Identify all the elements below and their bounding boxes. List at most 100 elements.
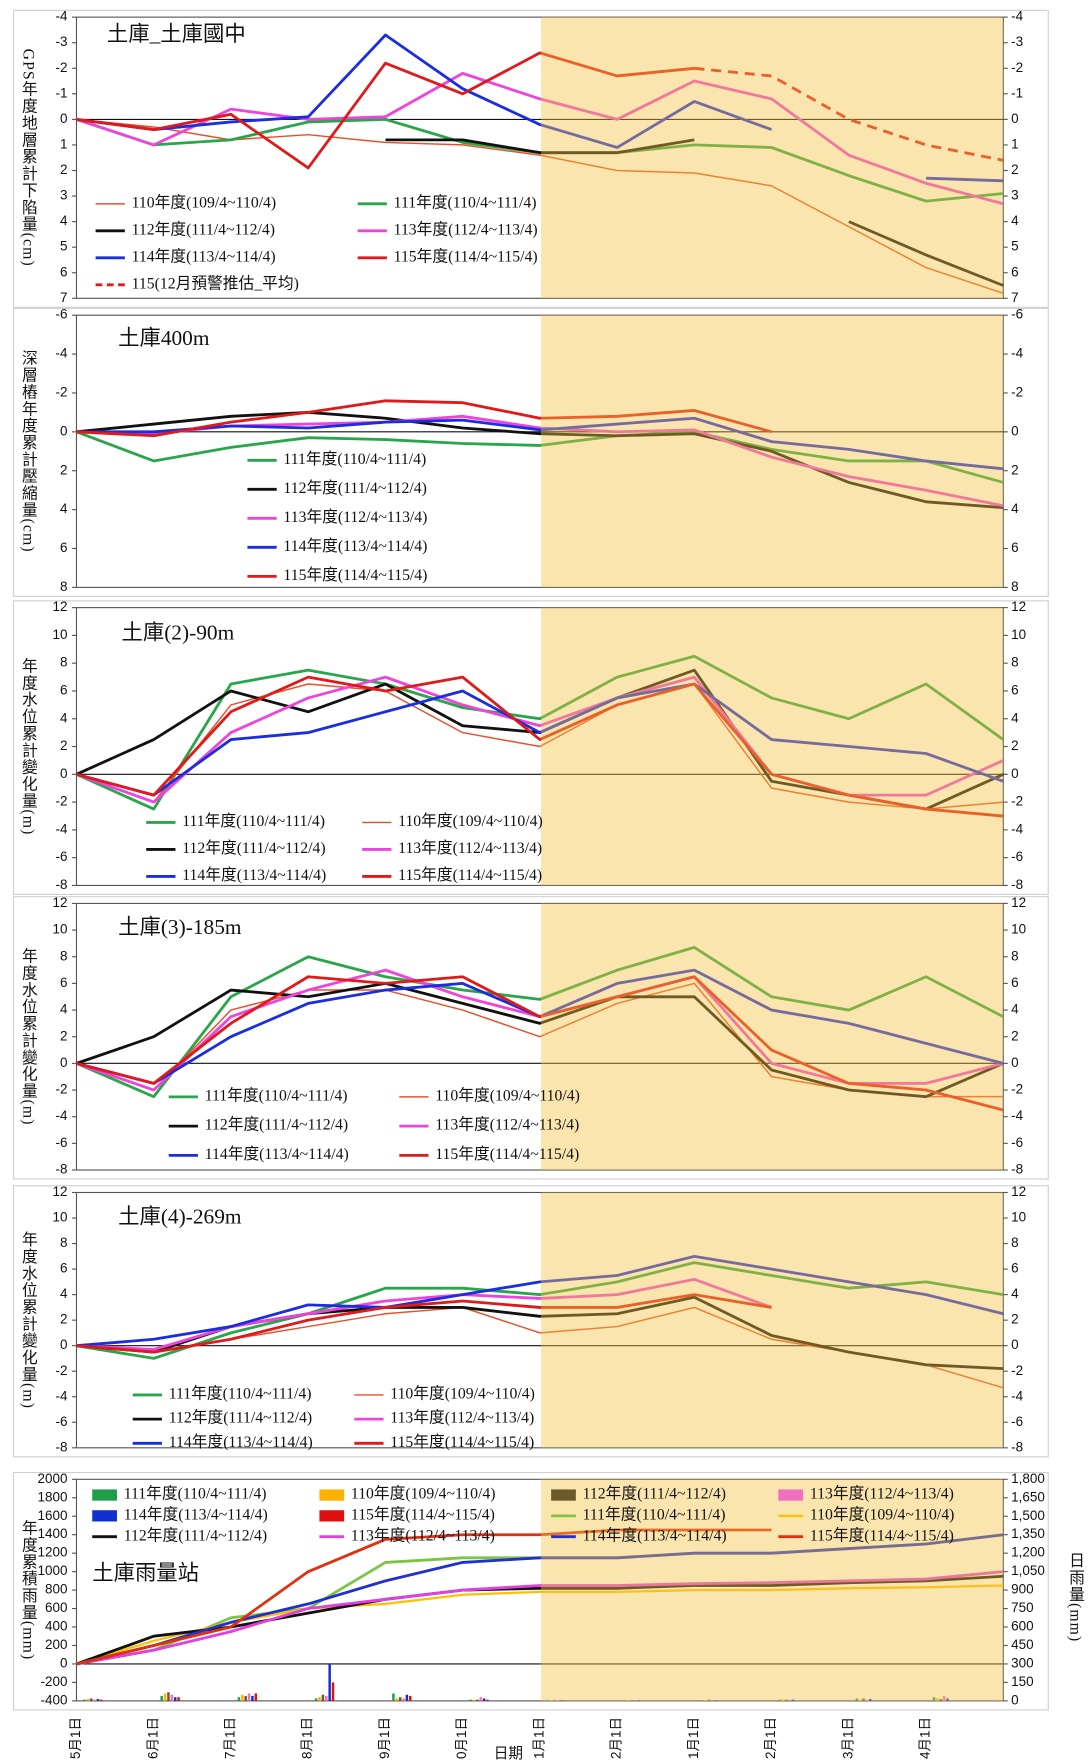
legend-label: 112年度(111/4~112/4) (169, 1409, 312, 1427)
y-tick-label: -4 (55, 9, 67, 24)
legend-label: 114年度(113/4~114/4) (169, 1433, 313, 1451)
data-line (76, 71, 1004, 206)
legend-label: 113年度(112/4~113/4) (283, 508, 427, 526)
y2-tick-label: 150 (1011, 1674, 1034, 1689)
legend-label: 111年度(110/4~111/4) (394, 193, 537, 211)
rain-bar (251, 1695, 254, 1701)
rain-bar (862, 1698, 865, 1701)
data-line (694, 66, 1004, 162)
y-tick-label-right: 5 (1011, 239, 1019, 254)
y-tick-label: 0 (60, 1337, 68, 1352)
y-tick-label-right: -1 (1011, 85, 1023, 100)
rain-bar (254, 1693, 258, 1701)
y-tick-label: 3 (60, 188, 68, 203)
y-tick-label: 6 (60, 683, 68, 698)
y-tick-label-right: 0 (1011, 111, 1019, 126)
y-tick-label: 1 (60, 137, 68, 152)
legend-label: 113年度(112/4~113/4) (351, 1526, 495, 1544)
legend-label: 111年度(110/4~111/4) (205, 1086, 348, 1104)
y-tick-label: 6 (60, 540, 68, 555)
y-tick-label-right: 0 (1011, 1337, 1019, 1352)
y-tick-label-right: 3 (1011, 188, 1019, 203)
rain-bar (932, 1697, 936, 1701)
y-tick-label: 4 (60, 501, 68, 516)
y-tick-label: -2 (55, 1082, 67, 1097)
y2-tick-label: 300 (1011, 1656, 1034, 1671)
y-tick-label: 1200 (37, 1545, 67, 1560)
rain-bar (247, 1693, 251, 1701)
rain-bar (623, 1700, 627, 1701)
rain-bar (858, 1699, 862, 1701)
y-tick-label-right: -4 (1011, 1108, 1023, 1123)
forecast-shade (541, 17, 1004, 299)
legend-label: 112年度(111/4~112/4) (182, 839, 325, 857)
rain-bar (630, 1700, 634, 1701)
rain-bar (398, 1697, 402, 1701)
rain-bar (405, 1694, 409, 1701)
legend-label: 114年度(113/4~114/4) (132, 247, 276, 265)
panel-frame (12, 896, 1049, 1180)
data-line (76, 1533, 1004, 1666)
rain-bar (160, 1695, 163, 1701)
forecast-shade (541, 1479, 1004, 1701)
legend-swatch (778, 1489, 804, 1501)
y-tick-label-right: 12 (1011, 1184, 1026, 1199)
y-tick-label-right: -2 (1011, 385, 1023, 400)
x-tick-label: 1月1日 (531, 1717, 546, 1759)
chart-title: 土庫(3)-185m (118, 915, 242, 939)
y-tick-label: 8 (60, 948, 68, 963)
y2-tick-label: 0 (1011, 1692, 1019, 1707)
legend-label: 114年度(113/4~114/4) (182, 866, 326, 884)
y-tick-label: 1800 (37, 1489, 67, 1504)
x-tick-label: 1月1日 (686, 1717, 701, 1759)
rain-bar (83, 1699, 86, 1701)
x-axis-label: 日期 (494, 1745, 523, 1762)
legend-label: 110年度(109/4~110/4) (810, 1505, 955, 1523)
y-tick-label-right: 0 (1011, 423, 1019, 438)
y-tick-label-right: -6 (1011, 849, 1023, 864)
legend-label: 111年度(110/4~111/4) (583, 1505, 726, 1523)
rain-bar (163, 1693, 167, 1701)
rain-bar (791, 1699, 795, 1701)
rain-bar (714, 1700, 718, 1701)
y-tick-label: 0 (60, 766, 68, 781)
rain-bar (701, 1700, 704, 1701)
y-axis-label: 年度水位累計變化量(m) (19, 1231, 37, 1409)
rain-bar (472, 1699, 476, 1701)
y-tick-label: -6 (55, 307, 67, 322)
y2-tick-label: 900 (1011, 1582, 1034, 1597)
y2-tick-label: 1,050 (1011, 1563, 1045, 1578)
y-tick-label: 8 (60, 655, 68, 670)
legend-label: 114年度(113/4~114/4) (205, 1145, 349, 1163)
panel-frame (12, 307, 1049, 597)
chart-title: 土庫400m (118, 326, 210, 350)
legend-label: 113年度(112/4~113/4) (394, 220, 538, 238)
rain-bar (778, 1699, 781, 1701)
data-line (76, 399, 772, 438)
y-tick-label: 12 (52, 1184, 67, 1199)
legend-swatch (551, 1489, 576, 1501)
legend-label: 111年度(110/4~111/4) (182, 812, 325, 830)
y2-tick-label: 1,200 (1011, 1545, 1045, 1560)
data-line (76, 682, 1004, 797)
rain-bar (469, 1699, 472, 1701)
rain-bar (707, 1699, 711, 1701)
rain-bar (942, 1695, 946, 1701)
rain-bar (711, 1700, 714, 1701)
rain-bar (173, 1697, 177, 1701)
y-tick-label-right: -6 (1011, 1135, 1023, 1150)
data-line (76, 981, 1004, 1099)
data-line (75, 946, 1004, 1099)
y-tick-label-right: 4 (1011, 501, 1019, 516)
x-tick-label: 8月1日 (300, 1717, 315, 1759)
rain-bar (556, 1700, 560, 1701)
y-tick-label-right: 2 (1011, 1028, 1019, 1043)
y2-tick-label: 750 (1011, 1600, 1034, 1615)
data-line (76, 33, 1004, 183)
y-tick-label: 8 (60, 1235, 68, 1250)
y-tick-label: 2 (60, 162, 68, 177)
rain-bar (704, 1700, 707, 1701)
y-tick-label-right: 2 (1011, 738, 1019, 753)
y-tick-label: 12 (52, 599, 67, 614)
y-tick-label-right: 8 (1011, 948, 1019, 963)
